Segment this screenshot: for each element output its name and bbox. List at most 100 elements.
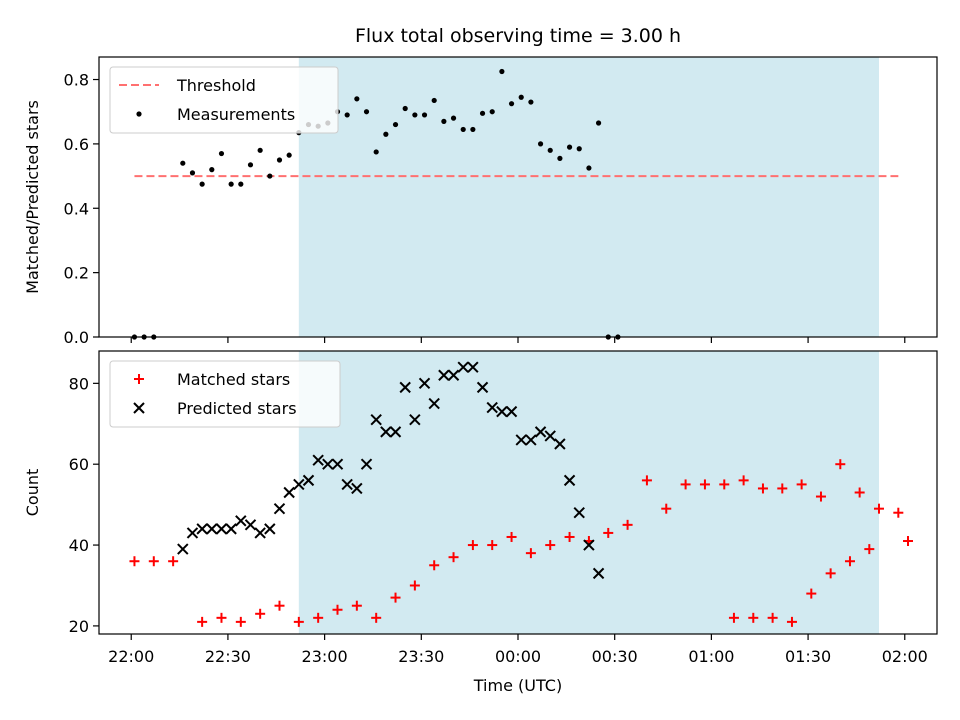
measurement-point — [557, 155, 563, 161]
measurement-point — [228, 181, 234, 187]
matched-point — [873, 503, 884, 514]
measurement-point — [238, 181, 244, 187]
predicted-point — [457, 361, 469, 373]
predicted-point — [370, 414, 382, 426]
matched-point — [786, 616, 797, 627]
predicted-point — [331, 458, 344, 470]
matched-point — [622, 519, 633, 530]
legend-box — [109, 360, 341, 428]
measurement-point — [518, 94, 524, 100]
matched-point — [168, 556, 179, 567]
y-tick-label: 0.4 — [64, 199, 89, 218]
predicted-point — [215, 523, 228, 535]
measurement-point — [276, 157, 283, 163]
predicted-point — [438, 369, 450, 381]
measurement-point — [576, 146, 582, 152]
measurement-point — [363, 109, 370, 115]
predicted-point — [505, 405, 518, 418]
matched-point — [893, 507, 904, 518]
legend-box — [109, 66, 339, 134]
x-tick-label: 01:00 — [688, 647, 734, 666]
y-tick-label: 40 — [69, 536, 89, 555]
legend-label: Measurements — [177, 105, 295, 124]
matched-point — [409, 580, 420, 591]
x-tick-label: 23:30 — [398, 647, 444, 666]
predicted-point — [196, 523, 208, 535]
matched-point — [293, 616, 304, 627]
matched-point — [738, 475, 749, 486]
y-axis-title: Matched/Predicted stars — [23, 100, 42, 294]
matched-point — [806, 588, 817, 599]
predicted-point — [235, 515, 247, 527]
predicted-point — [225, 523, 237, 535]
predicted-point — [583, 539, 595, 551]
y-tick-label: 20 — [69, 617, 89, 636]
measurement-point — [537, 141, 544, 147]
matched-point — [902, 536, 913, 547]
matched-point — [525, 548, 536, 559]
predicted-point — [293, 478, 305, 491]
measurement-point — [373, 149, 379, 155]
y-axis-title: Count — [23, 469, 42, 517]
predicted-point — [254, 527, 266, 539]
matched-point — [603, 527, 614, 538]
matched-point — [545, 540, 556, 551]
predicted-point — [177, 543, 189, 555]
y-tick-label: 0.2 — [64, 264, 89, 283]
y-tick-label: 0.6 — [64, 135, 89, 154]
predicted-point — [380, 426, 392, 438]
y-tick-label: 80 — [69, 374, 89, 393]
x-tick-label: 02:00 — [882, 647, 928, 666]
measurement-point — [218, 150, 225, 157]
measurement-point — [489, 109, 495, 115]
y-tick-label: 0.8 — [64, 71, 89, 90]
predicted-point — [447, 369, 460, 381]
matched-point — [835, 459, 846, 470]
predicted-point — [206, 523, 218, 535]
legend-label: Matched stars — [177, 370, 290, 389]
matched-point — [197, 616, 208, 627]
measurement-point — [528, 99, 534, 105]
x-tick-label: 22:00 — [108, 647, 154, 666]
measurement-point — [189, 170, 196, 176]
measurement-point — [547, 147, 553, 153]
matched-point — [487, 540, 498, 551]
predicted-point — [399, 381, 411, 394]
x-tick-label: 23:00 — [302, 647, 348, 666]
predicted-point — [244, 519, 257, 531]
matched-point — [825, 568, 836, 579]
measurement-point — [180, 160, 186, 166]
matched-point — [641, 475, 652, 486]
predicted-point — [302, 474, 315, 487]
predicted-point — [409, 414, 421, 426]
predicted-point — [534, 426, 547, 438]
shaded-observing-window — [298, 57, 879, 337]
measurement-point — [460, 126, 466, 133]
legend: Threshold Measurements — [109, 66, 339, 134]
measurement-point — [499, 68, 505, 75]
matched-point — [680, 479, 691, 490]
matched-point — [767, 612, 778, 623]
matched-point — [274, 600, 285, 611]
measurement-point — [421, 112, 428, 118]
measurement-point — [383, 131, 389, 137]
matched-point — [371, 612, 382, 623]
matched-point — [216, 612, 227, 623]
predicted-point — [525, 434, 537, 446]
legend-label: Predicted stars — [177, 399, 297, 418]
predicted-point — [573, 507, 585, 519]
y-tick-label: 60 — [69, 455, 89, 474]
measurement-point — [257, 147, 263, 153]
matched-point — [748, 612, 759, 623]
measurement-point — [354, 96, 360, 102]
measurement-point — [595, 120, 602, 126]
matched-point — [448, 552, 459, 563]
predicted-point — [486, 401, 498, 414]
matched-point — [429, 560, 440, 571]
x-tick-label: 00:00 — [495, 647, 541, 666]
legend: Matched stars Predicted stars — [109, 360, 341, 428]
x-axis-title: Time (UTC) — [473, 676, 562, 695]
matched-point — [390, 592, 401, 603]
predicted-point — [467, 361, 479, 373]
